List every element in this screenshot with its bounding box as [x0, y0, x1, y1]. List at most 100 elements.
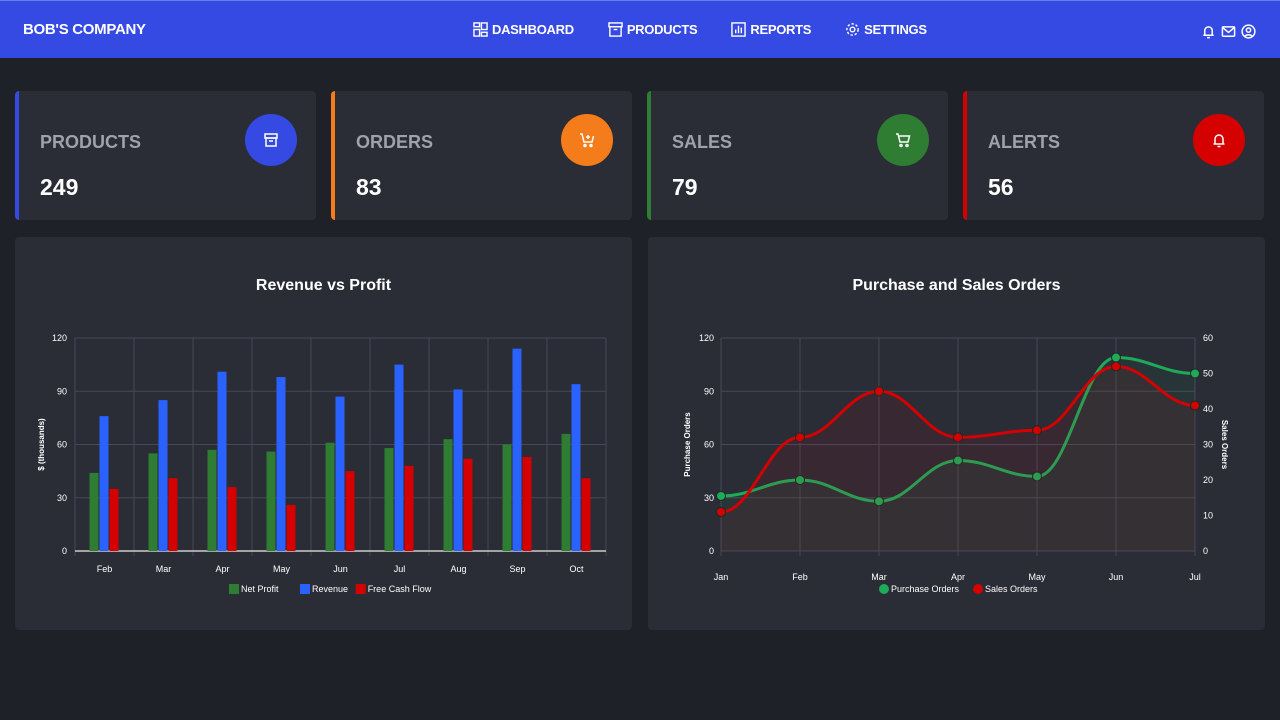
y-tick-label: 120: [699, 333, 714, 343]
bar-net-profit: [266, 451, 276, 551]
bar-free-cash-flow: [463, 458, 473, 551]
x-tick-label: Oct: [569, 564, 584, 574]
stat-label: SALES: [672, 132, 733, 152]
nav-label: SETTINGS: [864, 22, 927, 37]
legend-swatch: [973, 584, 983, 594]
bell-icon[interactable]: [1201, 24, 1216, 39]
stat-label: ORDERS: [356, 132, 434, 152]
stat-icon-badge: [1193, 114, 1245, 166]
y2-axis-title: Sales Orders: [1220, 420, 1229, 470]
bar-net-profit: [325, 442, 335, 551]
y-tick-label: 30: [57, 493, 67, 503]
stat-card-sales[interactable]: SALES 79: [647, 91, 948, 220]
y-tick-label: 60: [57, 440, 67, 450]
x-tick-label: Jun: [333, 564, 348, 574]
nav-reports[interactable]: REPORTS: [731, 22, 811, 37]
legend-label: Net Profit: [241, 584, 279, 594]
bar-free-cash-flow: [581, 478, 591, 551]
bar-revenue: [453, 389, 463, 551]
bar-free-cash-flow: [345, 471, 355, 551]
bar-net-profit: [502, 444, 512, 551]
nav-dashboard[interactable]: DASHBOARD: [473, 22, 574, 37]
y2-tick-label: 30: [1203, 440, 1213, 450]
stat-value: 79: [672, 174, 698, 200]
legend-label: Revenue: [312, 584, 348, 594]
data-point: [1190, 400, 1200, 411]
bar-free-cash-flow: [522, 456, 532, 551]
legend-swatch: [879, 584, 889, 594]
x-tick-label: May: [273, 564, 291, 574]
bar-net-profit: [148, 453, 158, 551]
stat-card-alerts[interactable]: ALERTS 56: [963, 91, 1264, 220]
bell-icon: [1213, 134, 1225, 148]
legend-swatch: [229, 584, 239, 594]
y2-tick-label: 60: [1203, 333, 1213, 343]
data-point: [795, 432, 805, 443]
cart-icon: [896, 133, 911, 148]
nav-label: REPORTS: [750, 22, 812, 37]
y2-tick-label: 0: [1203, 546, 1208, 556]
data-point: [795, 475, 805, 485]
stat-icon-badge: [877, 114, 929, 166]
data-point: [874, 496, 884, 507]
bar-net-profit: [384, 448, 394, 551]
legend-swatch: [355, 584, 366, 594]
x-tick-label: Jul: [1189, 572, 1201, 582]
main-nav: DASHBOARD PRODUCTS REPORTS SETTINGS: [473, 22, 927, 37]
chart-title: Revenue vs Profit: [255, 277, 392, 294]
gear-icon: [846, 23, 859, 36]
stat-icon-badge: [561, 114, 613, 166]
bar-revenue: [276, 377, 286, 551]
nav-settings[interactable]: SETTINGS: [845, 22, 927, 37]
x-tick-label: Apr: [951, 572, 965, 582]
nav-label: DASHBOARD: [492, 22, 574, 37]
y2-tick-label: 20: [1203, 475, 1213, 485]
area-purchase-orders: [721, 357, 1195, 551]
data-point: [1032, 425, 1042, 436]
x-tick-label: Sep: [509, 564, 525, 574]
stat-label: PRODUCTS: [40, 132, 142, 152]
y-tick-label: 0: [62, 546, 67, 556]
data-point: [716, 490, 726, 501]
user-circle-icon[interactable]: [1241, 24, 1256, 39]
y2-tick-label: 50: [1203, 369, 1213, 379]
bar-net-profit: [89, 472, 99, 551]
x-tick-label: Jul: [394, 564, 406, 574]
stat-value: 83: [356, 174, 382, 200]
bar-revenue: [512, 348, 522, 551]
y2-tick-label: 40: [1203, 404, 1213, 414]
data-point: [1111, 361, 1121, 372]
legend-label: Purchase Orders: [891, 584, 960, 594]
bar-free-cash-flow: [109, 488, 119, 551]
y-tick-label: 30: [704, 493, 714, 503]
y2-tick-label: 10: [1203, 511, 1213, 521]
bar-net-profit: [207, 449, 217, 551]
archive-icon: [264, 133, 278, 147]
data-point: [1111, 352, 1121, 363]
y-tick-label: 90: [704, 386, 714, 396]
x-tick-label: May: [1028, 572, 1046, 582]
x-tick-label: Apr: [215, 564, 229, 574]
mail-icon[interactable]: [1221, 24, 1236, 39]
bar-free-cash-flow: [227, 487, 237, 551]
brand-logo[interactable]: BOB'S COMPANY: [23, 21, 146, 38]
bar-free-cash-flow: [286, 504, 296, 551]
stat-card-orders[interactable]: ORDERS 83: [331, 91, 632, 220]
data-point: [1190, 368, 1200, 379]
y-tick-label: 90: [57, 386, 67, 396]
x-tick-label: Feb: [97, 564, 113, 574]
y-axis-title: $ (thousands): [37, 418, 46, 471]
y-tick-label: 120: [52, 333, 67, 343]
nav-products[interactable]: PRODUCTS: [608, 22, 698, 37]
stat-icon-badge: [245, 114, 297, 166]
stat-card-products[interactable]: PRODUCTS 249: [15, 91, 316, 220]
bar-net-profit: [443, 439, 453, 551]
data-point: [953, 432, 963, 443]
x-tick-label: Feb: [792, 572, 808, 582]
bar-revenue: [99, 416, 109, 551]
chart-title: Purchase and Sales Orders: [852, 277, 1061, 294]
bar-net-profit: [561, 433, 571, 551]
bar-free-cash-flow: [168, 478, 178, 551]
legend-label: Free Cash Flow: [368, 584, 432, 594]
